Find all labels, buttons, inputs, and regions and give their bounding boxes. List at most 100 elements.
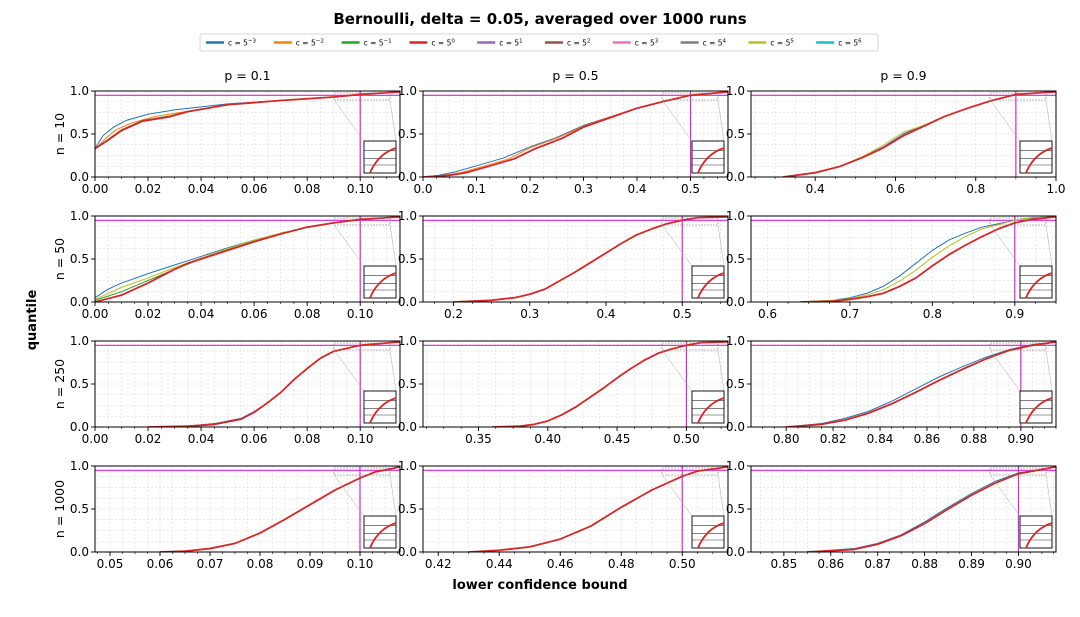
panel: 0.00 0.02 0.04 0.06 0.08 0.10 0.0 0.5 1.0: [70, 334, 401, 446]
y-tick-label: 0.0: [70, 420, 89, 434]
series-line: [95, 91, 400, 150]
y-tick-label: 0.5: [726, 252, 745, 266]
x-tick-label: 0.1: [467, 182, 486, 196]
zoom-connector: [1045, 474, 1053, 517]
series-line: [492, 341, 728, 427]
zoom-connector: [389, 224, 397, 267]
row-label: n = 10: [52, 113, 67, 155]
x-tick-label: 0.04: [188, 182, 215, 196]
y-tick-label: 0.0: [726, 545, 745, 559]
legend-entry-exponent: −2: [316, 39, 324, 45]
x-tick-label: 0.00: [82, 307, 109, 321]
row-label: n = 250: [52, 359, 67, 409]
zoom-connector: [661, 224, 693, 267]
zoom-region: [661, 467, 719, 476]
legend-entry-exponent: 1: [519, 39, 523, 45]
inset-curve: [697, 147, 725, 174]
x-tick-label: 0.45: [604, 432, 631, 446]
zoom-connector: [717, 474, 725, 517]
panel: 0.2 0.3 0.4 0.5 0.0 0.5 1.0: [398, 209, 729, 321]
inset-curve: [369, 272, 397, 299]
legend-entry-exponent: −1: [384, 39, 392, 45]
series-line: [423, 91, 728, 177]
curves: [786, 341, 1056, 427]
y-axis-label: quantile: [25, 290, 40, 351]
legend-entry-label: c = 5−2: [296, 39, 324, 48]
y-tick-label: 0.5: [398, 377, 417, 391]
x-tick-label: 0.09: [297, 557, 324, 571]
x-axis-label: lower confidence bound: [452, 578, 627, 593]
zoom-connector: [989, 224, 1021, 267]
y-tick-label: 1.0: [70, 209, 89, 223]
zoom-region: [989, 467, 1047, 476]
zoom-connector: [989, 99, 1021, 142]
x-tick-label: 0.3: [520, 307, 539, 321]
zoom-connector: [717, 99, 725, 142]
x-tick-label: 0.44: [486, 557, 513, 571]
series-line: [786, 341, 1056, 427]
curves: [800, 216, 1056, 302]
y-tick-label: 0.0: [398, 420, 417, 434]
y-tick-label: 1.0: [70, 84, 89, 98]
y-tick-label: 1.0: [726, 209, 745, 223]
x-tick-label: 0.10: [347, 432, 374, 446]
row-label: n = 50: [52, 238, 67, 280]
y-tick-label: 1.0: [398, 209, 417, 223]
y-tick-label: 0.5: [726, 502, 745, 516]
y-tick-label: 1.0: [398, 84, 417, 98]
x-tick-label: 0.3: [574, 182, 593, 196]
zoom-connector: [333, 349, 365, 392]
x-tick-label: 0.8: [923, 307, 942, 321]
zoom-connector: [389, 474, 397, 517]
series-line: [148, 341, 400, 427]
zoom-connector: [389, 99, 397, 142]
y-tick-label: 0.0: [726, 295, 745, 309]
curves: [782, 91, 1056, 177]
y-tick-label: 0.0: [398, 545, 417, 559]
series-line: [95, 216, 400, 301]
zoom-connector: [1045, 349, 1053, 392]
series-line: [800, 216, 1056, 302]
x-tick-label: 0.04: [188, 307, 215, 321]
inset-curve: [1025, 272, 1053, 299]
x-tick-label: 0.10: [347, 307, 374, 321]
zoom-region: [989, 342, 1047, 351]
row-label: n = 1000: [52, 480, 67, 538]
x-tick-label: 0.05: [97, 557, 124, 571]
inset-curve: [369, 522, 397, 549]
series-line: [468, 466, 728, 552]
panel: 0.0 0.1 0.2 0.3 0.4 0.5 0.0 0.5 1.0: [398, 84, 729, 196]
inset-curve: [369, 397, 397, 424]
inset-curve: [1025, 522, 1053, 549]
panel: 0.4 0.6 0.8 1.0 0.0 0.5 1.0: [726, 84, 1066, 196]
x-tick-label: 0.06: [241, 432, 268, 446]
curves: [492, 341, 728, 427]
x-tick-label: 0.6: [758, 307, 777, 321]
x-tick-label: 0.5: [681, 182, 700, 196]
column-title: p = 0.5: [552, 68, 598, 83]
y-tick-label: 1.0: [726, 84, 745, 98]
x-tick-label: 0.00: [82, 432, 109, 446]
legend-entry-label: c = 5−1: [364, 39, 392, 48]
zoom-connector: [661, 349, 693, 392]
series-line: [786, 341, 1056, 427]
x-tick-label: 0.2: [444, 307, 463, 321]
y-tick-label: 0.0: [70, 545, 89, 559]
x-tick-label: 0.90: [1005, 557, 1032, 571]
series-line: [453, 216, 728, 302]
x-tick-label: 0.87: [864, 557, 891, 571]
x-tick-label: 0.89: [958, 557, 985, 571]
series-line: [800, 216, 1056, 302]
x-tick-label: 0.35: [465, 432, 492, 446]
x-tick-label: 0.9: [1005, 307, 1024, 321]
y-tick-label: 0.0: [70, 295, 89, 309]
zoom-region: [333, 217, 391, 226]
legend-entry-label: c = 55: [770, 39, 794, 48]
curves: [95, 91, 400, 150]
x-tick-label: 0.2: [520, 182, 539, 196]
figure-title: Bernoulli, delta = 0.05, averaged over 1…: [333, 10, 746, 28]
zoom-connector: [717, 224, 725, 267]
column-title: p = 0.9: [880, 68, 926, 83]
x-tick-label: 0.06: [147, 557, 174, 571]
